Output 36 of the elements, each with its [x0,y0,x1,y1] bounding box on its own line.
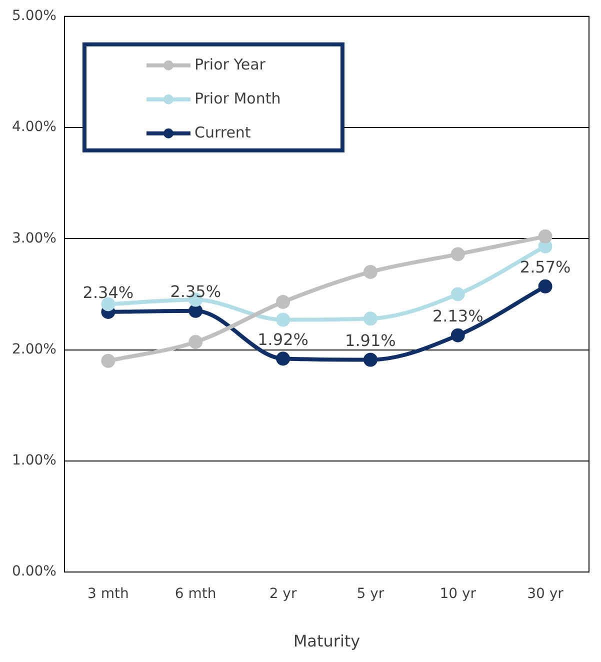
y-tick-label: 0.00% [12,564,56,580]
point [276,352,290,366]
point [450,247,465,262]
data-label: 1.92% [258,330,308,349]
point [538,229,552,244]
point [276,294,290,309]
point [188,304,203,318]
point [538,279,552,294]
legend-label: Prior Year [194,55,266,74]
x-tick-label: 2 yr [269,586,297,602]
point [363,312,378,326]
data-label: 2.34% [82,283,134,302]
y-tick-label: 2.00% [12,341,56,358]
point [101,354,116,368]
data-label: 2.35% [170,282,222,302]
point [363,352,378,367]
x-tick-label: 30 yr [527,586,564,602]
x-axis-title: Maturity [293,632,360,651]
x-tick-label: 10 yr [440,586,476,602]
point [188,334,203,349]
point [363,264,378,279]
x-tick-label: 6 mth [174,586,216,602]
x-tick-label: 5 yr [356,586,384,602]
data-label: 2.13% [432,306,484,326]
legend-label: Prior Month [194,89,281,108]
y-tick-label: 4.00% [12,119,56,136]
point [450,287,465,302]
data-label: 1.91% [345,330,396,350]
data-label: 2.57% [520,258,571,277]
legend-label: Current [194,123,251,142]
y-tick-label: 3.00% [12,230,56,246]
point [276,312,290,327]
x-tick-label: 3 mth [88,586,129,602]
y-tick-label: 5.00% [12,8,56,24]
point [450,328,465,342]
y-tick-label: 1.00% [12,452,56,469]
